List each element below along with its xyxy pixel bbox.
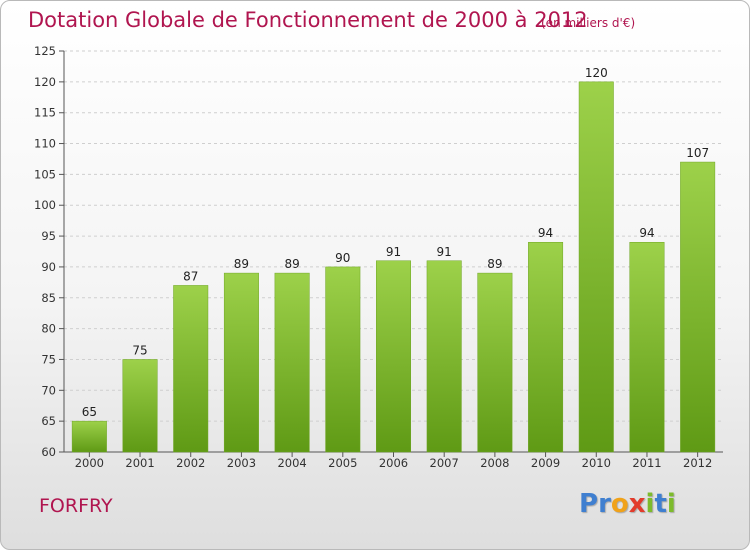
x-tick-label: 2009 — [531, 456, 560, 470]
x-tick-label: 2007 — [430, 456, 459, 470]
x-tick-label: 2005 — [328, 456, 357, 470]
chart-subtitle: (en milliers d'€) — [541, 16, 636, 30]
y-tick-label: 100 — [34, 198, 56, 212]
bar-2002[interactable] — [173, 285, 209, 453]
bar-2003[interactable] — [223, 272, 259, 453]
bar-2011[interactable] — [629, 241, 665, 453]
y-tick-label: 125 — [34, 44, 56, 58]
data-label: 90 — [335, 251, 350, 265]
x-tick-label: 2012 — [683, 456, 712, 470]
y-tick-label: 110 — [34, 137, 56, 151]
data-label: 89 — [487, 257, 502, 271]
x-tick-label: 2010 — [582, 456, 611, 470]
data-label: 87 — [183, 269, 198, 283]
data-label: 91 — [437, 245, 452, 259]
logo-letter: t — [654, 489, 667, 519]
x-tick-label: 2011 — [632, 456, 661, 470]
bar-2012[interactable] — [680, 161, 716, 453]
y-tick-label: 75 — [41, 352, 56, 366]
y-tick-label: 85 — [41, 291, 56, 305]
y-tick-label: 90 — [41, 260, 56, 274]
y-tick-label: 95 — [41, 229, 56, 243]
bar-2009[interactable] — [528, 241, 564, 453]
bar-2001[interactable] — [122, 359, 158, 453]
logo-letter: r — [598, 489, 611, 519]
logo-letter: o — [610, 489, 629, 519]
chart-title: Dotation Globale de Fonctionnement de 20… — [28, 8, 588, 32]
logo-letter: x — [628, 489, 646, 519]
bar-2004[interactable] — [274, 272, 310, 453]
data-label: 65 — [82, 405, 97, 419]
data-label: 91 — [386, 245, 401, 259]
y-tick-label: 60 — [41, 445, 56, 459]
y-tick-label: 115 — [34, 106, 56, 120]
y-tick-label: 65 — [41, 414, 56, 428]
y-tick-label: 80 — [41, 322, 56, 336]
data-label: 89 — [234, 257, 249, 271]
logo-letter: i — [645, 489, 655, 519]
bar-2005[interactable] — [325, 266, 361, 453]
x-tick-label: 2003 — [227, 456, 256, 470]
bar-2000[interactable] — [71, 420, 107, 453]
data-label: 94 — [538, 226, 553, 240]
data-label: 107 — [686, 146, 709, 160]
data-label: 94 — [639, 226, 654, 240]
bar-2008[interactable] — [477, 272, 513, 453]
data-label: 89 — [284, 257, 299, 271]
bar-2010[interactable] — [578, 81, 614, 453]
proxiti-logo[interactable]: Proxiti — [579, 489, 676, 519]
bar-2007[interactable] — [426, 260, 462, 453]
y-tick-label: 70 — [41, 383, 56, 397]
logo-letter: P — [579, 489, 599, 519]
x-tick-label: 2004 — [277, 456, 306, 470]
commune-name: FORFRY — [39, 495, 113, 517]
data-label: 75 — [132, 343, 147, 357]
x-tick-label: 2001 — [125, 456, 154, 470]
data-label: 120 — [585, 66, 608, 80]
y-tick-label: 120 — [34, 75, 56, 89]
x-tick-label: 2008 — [480, 456, 509, 470]
y-tick-label: 105 — [34, 167, 56, 181]
logo-letter: i — [666, 489, 676, 519]
bar-2006[interactable] — [376, 260, 411, 453]
x-tick-label: 2006 — [379, 456, 408, 470]
x-tick-label: 2000 — [75, 456, 104, 470]
x-tick-label: 2002 — [176, 456, 205, 470]
